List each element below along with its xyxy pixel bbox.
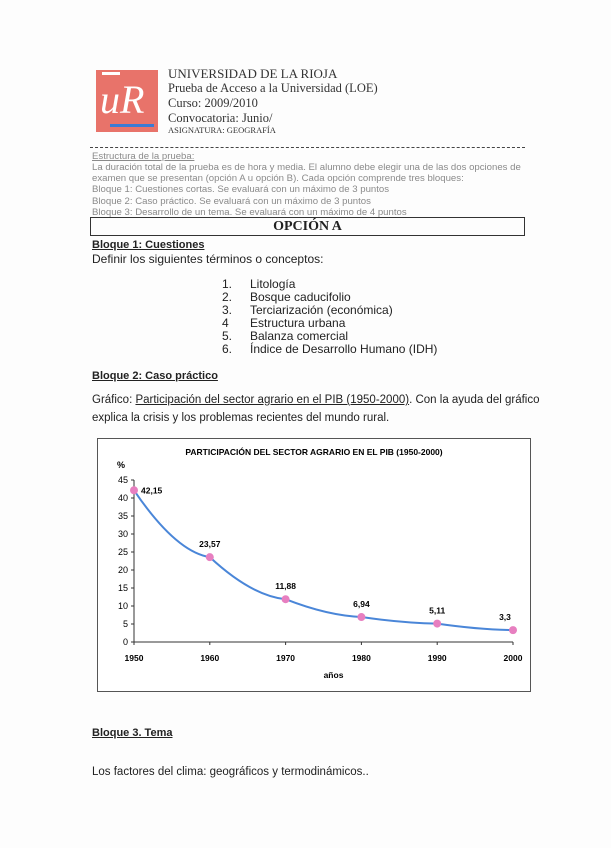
block3-title: Bloque 3. Tema <box>92 727 173 739</box>
term-item: Bosque caducifolio <box>250 290 351 304</box>
item-number: 2. <box>222 290 233 304</box>
data-label: 23,57 <box>199 539 221 549</box>
item-number: 1. <box>222 277 233 291</box>
y-tick-label: 40 <box>118 493 128 503</box>
divider <box>90 147 525 148</box>
x-tick-label: 1970 <box>276 653 295 663</box>
data-label: 42,15 <box>141 485 163 495</box>
x-tick-label: 1950 <box>125 653 144 663</box>
exam-name: Prueba de Acceso a la Universidad (LOE) <box>168 81 378 95</box>
item-number: 4 <box>222 316 229 330</box>
data-label: 3,3 <box>499 612 511 622</box>
x-tick-label: 1990 <box>428 653 447 663</box>
item-number: 3. <box>222 303 233 317</box>
block1-intro: Definir los siguientes términos o concep… <box>92 252 324 266</box>
subject: ASIGNATURA: GEOGRAFÍA <box>168 125 276 135</box>
chart-title: PARTICIPACIÓN DEL SECTOR AGRARIO EN EL P… <box>185 446 442 457</box>
y-tick-label: 20 <box>118 565 128 575</box>
course: Curso: 2009/2010 <box>168 96 258 110</box>
term-item: Terciarización (económica) <box>250 303 393 317</box>
item-number: 5. <box>222 329 233 343</box>
call: Convocatoria: Junio/ <box>168 111 273 125</box>
structure-title: Estructura de la prueba: <box>92 151 195 162</box>
chart: PARTICIPACIÓN DEL SECTOR AGRARIO EN EL P… <box>97 438 531 692</box>
term-item: Balanza comercial <box>250 329 349 343</box>
y-tick-label: 15 <box>118 583 128 593</box>
data-point <box>433 619 442 628</box>
y-tick-label: 0 <box>123 637 128 647</box>
structure-line: La duración total de la prueba es de hor… <box>92 162 521 173</box>
prefix: Gráfico: <box>92 394 136 406</box>
structure-line: examen que se presentan (opción A u opci… <box>92 173 464 184</box>
data-label: 11,88 <box>275 581 296 591</box>
data-point <box>509 626 517 635</box>
term-item: Estructura urbana <box>250 316 346 330</box>
y-tick-label: 5 <box>123 619 128 629</box>
term-item: Litología <box>250 277 296 291</box>
data-label: 5,11 <box>429 606 445 616</box>
rest: . Con la ayuda del gráfico <box>409 394 540 406</box>
data-point <box>205 553 214 562</box>
block2-line2: explica la crisis y los problemas recien… <box>92 412 390 424</box>
block2-text: Gráfico: Participación del sector agrari… <box>92 394 540 406</box>
y-axis-label: % <box>117 460 125 470</box>
item-number: 6. <box>222 342 233 356</box>
y-tick-label: 35 <box>118 511 128 521</box>
x-axis-label: años <box>324 670 344 680</box>
x-tick-label: 1980 <box>352 653 371 663</box>
data-point <box>130 486 138 495</box>
block2-title: Bloque 2: Caso práctico <box>92 370 218 382</box>
chart-frame <box>97 438 531 692</box>
structure-line: Bloque 2: Caso práctico. Se evaluará con… <box>92 196 371 207</box>
university-logo: uR <box>96 70 158 132</box>
structure-line: Bloque 1: Cuestiones cortas. Se evaluará… <box>92 184 390 195</box>
option-title: OPCIÓN A <box>90 217 525 236</box>
block1-title: Bloque 1: Cuestiones <box>92 239 205 251</box>
y-tick-label: 45 <box>118 475 128 485</box>
y-tick-label: 25 <box>118 547 128 557</box>
graph-title-ref: Participación del sector agrario en el P… <box>135 394 410 406</box>
y-tick-label: 10 <box>118 601 128 611</box>
data-point <box>281 595 290 604</box>
x-tick-label: 1960 <box>200 653 219 663</box>
data-label: 6,94 <box>353 599 370 609</box>
data-point <box>357 613 366 622</box>
university-name: UNIVERSIDAD DE LA RIOJA <box>168 66 338 81</box>
term-item: Índice de Desarrollo Humano (IDH) <box>250 342 438 356</box>
x-tick-label: 2000 <box>504 653 523 663</box>
y-tick-label: 30 <box>118 529 128 539</box>
structure-line: Bloque 3: Desarrollo de un tema. Se eval… <box>92 207 407 218</box>
block3-text: Los factores del clima: geográficos y te… <box>92 766 369 778</box>
